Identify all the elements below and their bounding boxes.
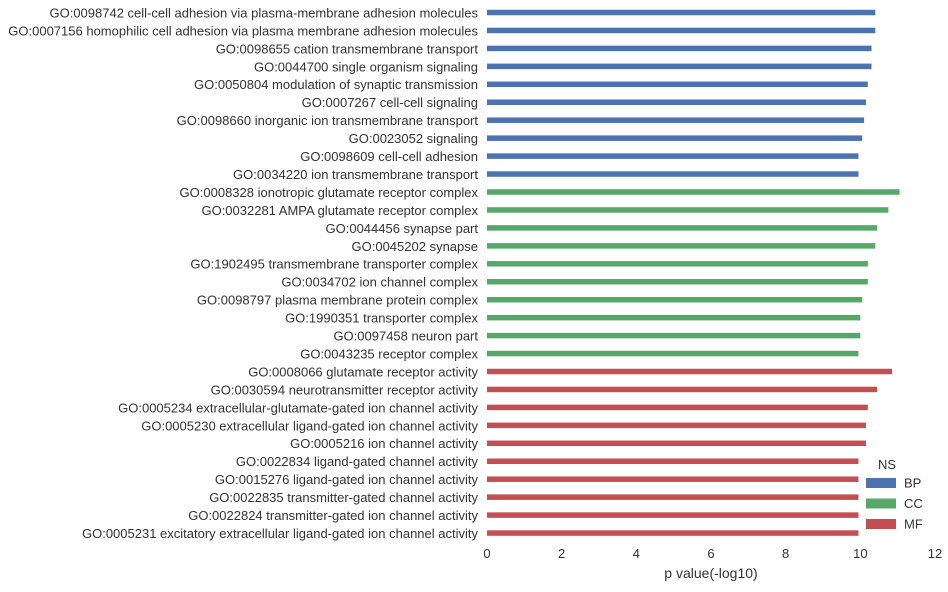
category-label: GO:0030594 neurotransmitter receptor act…: [211, 382, 479, 397]
bar: [487, 476, 859, 482]
category-label: GO:0023052 signaling: [349, 131, 478, 146]
bar: [487, 458, 859, 464]
bar: [487, 422, 866, 429]
category-label: GO:0032281 AMPA glutamate receptor compl…: [201, 203, 478, 218]
category-label: GO:0043235 receptor complex: [300, 346, 478, 361]
bar: [487, 314, 861, 321]
category-label: GO:0098742 cell-cell adhesion via plasma…: [49, 5, 478, 20]
bar: [487, 440, 866, 447]
x-tick-label: 10: [853, 546, 867, 561]
category-label: GO:0045202 synapse: [352, 239, 478, 254]
bar: [487, 512, 859, 518]
x-tick-label: 4: [633, 546, 640, 561]
bar: [487, 386, 878, 393]
legend-label: BP: [904, 475, 921, 490]
category-label: GO:0097458 neuron part: [333, 329, 478, 344]
bar: [487, 350, 859, 357]
legend-label: MF: [904, 516, 923, 531]
category-label: GO:0015276 ligand-gated ion channel acti…: [215, 472, 479, 487]
legend-label: CC: [904, 496, 923, 511]
category-label: GO:0008328 ionotropic glutamate receptor…: [180, 185, 479, 200]
bar: [487, 99, 866, 105]
x-tick-label: 12: [928, 546, 942, 561]
category-label: GO:0022835 transmitter-gated channel act…: [209, 490, 478, 505]
bar: [487, 189, 900, 195]
bar: [487, 279, 868, 285]
category-label: GO:0044456 synapse part: [326, 221, 479, 236]
bar: [487, 9, 876, 16]
bar: [487, 296, 863, 303]
bar: [487, 117, 865, 123]
legend-swatch: [866, 478, 896, 488]
category-label: GO:0005230 extracellular ligand-gated io…: [141, 418, 478, 433]
legend: NS BP CC MF: [866, 457, 923, 531]
bars: [487, 9, 900, 536]
bar: [487, 45, 872, 52]
category-labels: GO:0098742 cell-cell adhesion via plasma…: [8, 5, 478, 541]
category-label: GO:0007156 homophilic cell adhesion via …: [8, 23, 478, 38]
legend-swatch: [866, 519, 896, 529]
x-tick-label: 6: [707, 546, 714, 561]
category-label: GO:0034220 ion transmembrane transport: [233, 167, 478, 182]
bar: [487, 332, 861, 339]
category-label: GO:0005216 ion channel activity: [290, 436, 478, 451]
x-axis: 0 2 4 6 8 10 12: [483, 546, 942, 561]
bar: [487, 530, 859, 536]
legend-entry-cc: CC: [866, 496, 923, 511]
category-label: GO:0022824 transmitter-gated ion channel…: [188, 508, 478, 523]
x-axis-title: p value(-log10): [664, 565, 757, 581]
legend-swatch: [866, 498, 896, 509]
category-label: GO:1990351 transporter complex: [285, 311, 478, 326]
bar: [487, 404, 868, 411]
x-tick-label: 2: [558, 546, 565, 561]
bar: [487, 368, 893, 375]
bar: [487, 171, 859, 177]
category-label: GO:0005231 excitatory extracellular liga…: [82, 526, 479, 541]
category-label: GO:0050804 modulation of synaptic transm…: [194, 77, 478, 92]
category-label: GO:0098797 plasma membrane protein compl…: [197, 293, 479, 308]
bar: [487, 27, 876, 34]
category-label: GO:1902495 transmembrane transporter com…: [190, 257, 478, 272]
category-label: GO:0098655 cation transmembrane transpor…: [216, 41, 479, 56]
category-label: GO:0098609 cell-cell adhesion: [300, 149, 478, 164]
category-label: GO:0007267 cell-cell signaling: [302, 95, 478, 110]
bar: [487, 225, 878, 231]
bar: [487, 153, 859, 159]
legend-entry-mf: MF: [866, 516, 923, 531]
category-label: GO:0005234 extracellular-glutamate-gated…: [118, 400, 478, 415]
bar: [487, 494, 859, 500]
category-label: GO:0034702 ion channel complex: [281, 275, 478, 290]
x-tick-label: 8: [782, 546, 789, 561]
category-label: GO:0008066 glutamate receptor activity: [248, 364, 478, 379]
category-label: GO:0022834 ligand-gated channel activity: [236, 454, 479, 469]
bar: [487, 81, 868, 88]
x-tick-label: 0: [483, 546, 490, 561]
bar: [487, 261, 868, 267]
bar: [487, 207, 889, 213]
legend-entry-bp: BP: [866, 475, 921, 490]
bar: [487, 243, 876, 249]
bar: [487, 63, 872, 70]
category-label: GO:0044700 single organism signaling: [254, 59, 478, 74]
legend-title: NS: [878, 457, 896, 472]
category-label: GO:0098660 inorganic ion transmembrane t…: [177, 113, 479, 128]
bar: [487, 135, 863, 141]
